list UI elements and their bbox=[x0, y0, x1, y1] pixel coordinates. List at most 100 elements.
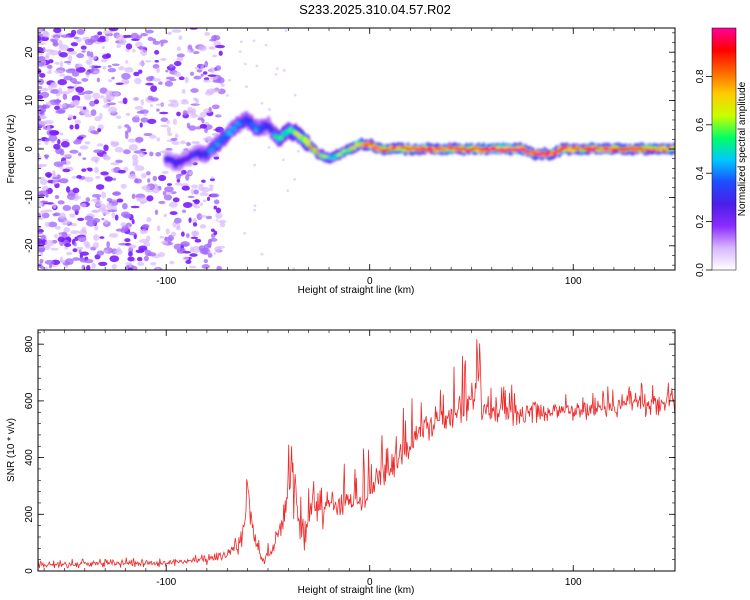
spectrogram-noise-blob bbox=[54, 225, 61, 230]
spectrogram-noise-blob bbox=[274, 73, 278, 76]
spectrogram-noise-blob bbox=[97, 31, 103, 36]
spectrogram-noise-blob bbox=[124, 80, 130, 84]
spectrogram-noise-blob bbox=[174, 133, 179, 139]
spectrogram-noise-blob bbox=[159, 235, 165, 239]
spectrogram-noise-blob bbox=[125, 112, 131, 117]
y-tick-label: 0 bbox=[24, 146, 35, 152]
spectrogram-noise-blob bbox=[90, 109, 97, 116]
spectrogram-noise-blob bbox=[213, 205, 218, 210]
spectrogram-noise-blob bbox=[238, 50, 242, 54]
spectrogram-noise-blob bbox=[219, 222, 226, 228]
spectrogram-noise-blob bbox=[69, 124, 74, 130]
spectrogram-noise-blob bbox=[52, 213, 58, 217]
spectrogram-noise-blob bbox=[73, 140, 82, 145]
spectrogram-noise-blob bbox=[252, 39, 256, 43]
spectrogram-noise-blob bbox=[38, 78, 45, 85]
spectrogram-noise-blob bbox=[104, 176, 113, 182]
spectrogram-noise-blob bbox=[187, 195, 195, 199]
spectrogram-noise-blob bbox=[44, 239, 54, 247]
spectrogram-noise-blob bbox=[87, 168, 93, 172]
spectrogram-noise-blob bbox=[59, 74, 66, 77]
spectrogram-noise-blob bbox=[73, 99, 80, 106]
spectrogram-noise-blob bbox=[207, 74, 217, 77]
spectrogram-noise-blob bbox=[176, 111, 181, 117]
spectrogram-noise-blob bbox=[201, 179, 206, 183]
spectrogram-noise-blob bbox=[255, 64, 259, 68]
spectrogram-noise-blob bbox=[84, 113, 93, 118]
spectrogram-noise-blob bbox=[59, 148, 65, 156]
snr-y-axis-label: SNR (10 * v/v) bbox=[6, 418, 17, 482]
spectrogram-noise-blob bbox=[176, 46, 181, 52]
spectrogram-noise-blob bbox=[102, 153, 109, 160]
spectrogram-noise-blob bbox=[101, 191, 107, 199]
snr-x-axis-label: Height of straight line (km) bbox=[298, 585, 415, 596]
spectrogram-noise-blob bbox=[76, 28, 85, 35]
spectrogram-noise-blob bbox=[160, 124, 169, 128]
spectrogram-noise-blob bbox=[99, 112, 103, 119]
spectrogram-noise-blob bbox=[99, 35, 106, 40]
spectrogram-noise-blob bbox=[72, 115, 77, 120]
spectrogram-noise-blob bbox=[125, 34, 133, 38]
spectrogram-noise-blob bbox=[62, 168, 71, 173]
spectrogram-noise-blob bbox=[72, 248, 78, 253]
spectrogram-noise-blob bbox=[132, 265, 138, 270]
spectrogram-noise-blob bbox=[82, 106, 87, 110]
spectrogram-ridge-cell bbox=[251, 123, 257, 128]
spectrogram-ridge-layer bbox=[163, 110, 675, 173]
spectrogram-noise-blob bbox=[166, 126, 171, 133]
spectrogram-noise-blob bbox=[108, 28, 119, 32]
spectrogram-noise-blob bbox=[207, 241, 212, 248]
spectrogram-noise-blob bbox=[70, 29, 77, 36]
spectrogram-noise-blob bbox=[147, 118, 157, 125]
spectrogram-noise-blob bbox=[145, 60, 152, 63]
spectrogram-noise-blob bbox=[46, 71, 52, 74]
spectrogram-noise-blob bbox=[44, 49, 54, 53]
spectrogram-noise-blob bbox=[146, 76, 154, 82]
spectrogram-noise-blob bbox=[133, 178, 143, 184]
spectrogram-noise-blob bbox=[193, 199, 200, 205]
spectrogram-noise-blob bbox=[43, 209, 53, 213]
spectrogram-noise-blob bbox=[76, 53, 85, 59]
spectrogram-noise-blob bbox=[296, 149, 300, 153]
spectrogram-noise-blob bbox=[39, 258, 44, 264]
spectrogram-noise-blob bbox=[152, 40, 161, 45]
spectrogram-noise-blob bbox=[199, 123, 208, 129]
spectrogram-noise-blob bbox=[69, 213, 76, 218]
spectrogram-noise-blob bbox=[216, 265, 222, 270]
spectrogram-noise-blob bbox=[59, 132, 64, 136]
spectrogram-noise-blob bbox=[182, 251, 192, 254]
spectrogram-noise-blob bbox=[260, 252, 264, 256]
spectrogram-noise-blob bbox=[212, 54, 217, 58]
spectrogram-noise-blob bbox=[193, 189, 199, 195]
colorbar-tick-label: 0.2 bbox=[695, 214, 706, 228]
spectrogram-noise-blob bbox=[156, 108, 160, 112]
spectrogram-noise-blob bbox=[199, 111, 209, 117]
spectrogram-noise-layer bbox=[38, 28, 300, 270]
spectrogram-noise-blob bbox=[134, 77, 142, 85]
spectrogram-noise-blob bbox=[108, 233, 119, 238]
spectrogram-noise-blob bbox=[215, 212, 223, 219]
spectrogram-noise-blob bbox=[38, 163, 48, 168]
spectrogram-noise-blob bbox=[152, 78, 161, 82]
spectrogram-noise-blob bbox=[114, 146, 124, 153]
spectrogram-noise-blob bbox=[163, 213, 168, 218]
snr-series-line bbox=[38, 339, 675, 569]
spectrogram-noise-blob bbox=[89, 100, 96, 107]
spectrogram-noise-blob bbox=[176, 223, 181, 229]
spectrogram-noise-blob bbox=[134, 165, 145, 172]
spectrogram-noise-blob bbox=[209, 38, 217, 42]
spectrogram-noise-blob bbox=[98, 261, 108, 266]
y-tick-label: 200 bbox=[24, 506, 35, 523]
spectrogram-noise-blob bbox=[94, 41, 102, 45]
spectrogram-noise-blob bbox=[168, 201, 178, 208]
spectrogram-noise-blob bbox=[62, 93, 68, 100]
spectrogram-noise-blob bbox=[66, 47, 75, 52]
spectrogram-noise-blob bbox=[93, 99, 100, 105]
spectrogram-noise-blob bbox=[100, 95, 105, 99]
x-tick-label: -100 bbox=[156, 276, 176, 287]
spectrogram-noise-blob bbox=[239, 40, 243, 44]
spectrogram-noise-blob bbox=[201, 118, 205, 124]
spectrogram-noise-blob bbox=[213, 252, 217, 255]
spectrogram-noise-blob bbox=[135, 41, 143, 48]
spectrogram-noise-blob bbox=[275, 67, 279, 71]
